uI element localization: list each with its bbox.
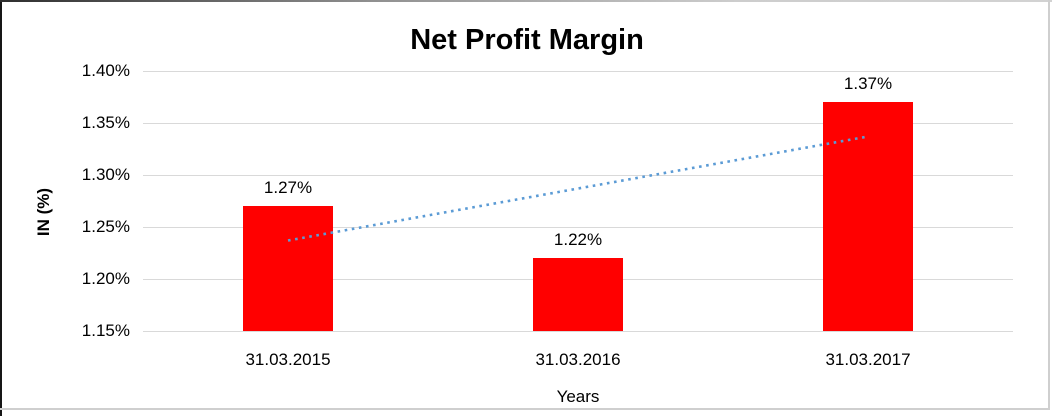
- bar-value-label: 1.27%: [263, 178, 313, 198]
- bar: [243, 206, 333, 331]
- y-tick-label: 1.20%: [81, 269, 130, 288]
- chart-border-bottom: [0, 408, 1050, 410]
- chart-border-right: [1048, 0, 1050, 410]
- chart-border-left: [0, 0, 2, 416]
- y-tick-label: 1.35%: [81, 113, 130, 132]
- gridline: [143, 330, 1013, 332]
- x-tick-label: 31.03.2015: [245, 350, 331, 369]
- gridline: [143, 122, 1013, 124]
- bar: [823, 102, 913, 331]
- bar-value-label: 1.22%: [553, 230, 603, 250]
- x-tick-label: 31.03.2016: [535, 350, 621, 369]
- gridline: [143, 70, 1013, 72]
- bar: [533, 258, 623, 331]
- y-tick-label: 1.40%: [81, 61, 130, 80]
- y-tick-label: 1.30%: [81, 165, 130, 184]
- chart-border-top: [0, 0, 1052, 2]
- chart-title: Net Profit Margin: [410, 24, 644, 56]
- y-tick-label: 1.25%: [81, 217, 130, 236]
- bar-value-label: 1.37%: [843, 74, 893, 94]
- y-tick-label: 1.15%: [81, 321, 130, 340]
- x-tick-label: 31.03.2017: [825, 350, 911, 369]
- x-axis-title: Years: [556, 387, 600, 406]
